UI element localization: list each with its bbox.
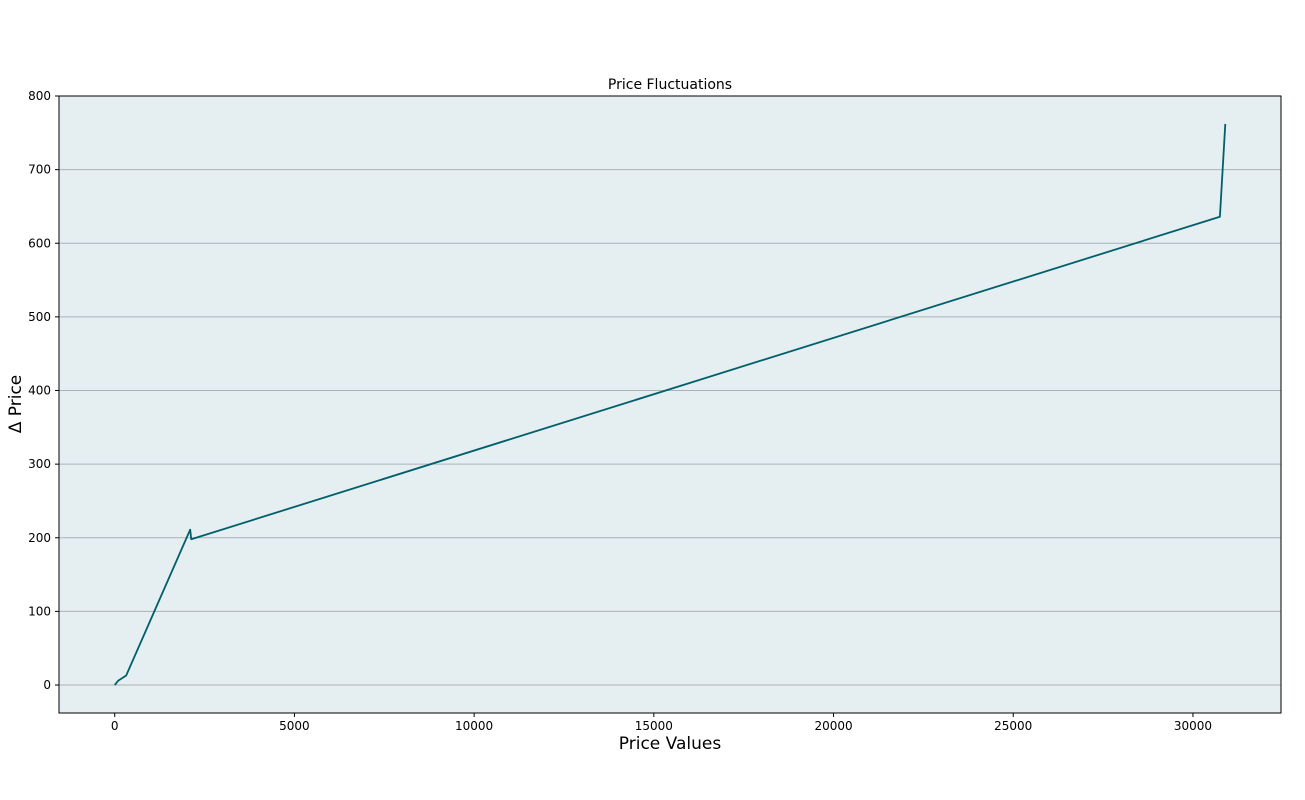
y-tick-label: 200 xyxy=(28,531,51,545)
y-tick-label: 400 xyxy=(28,384,51,398)
plot-frame xyxy=(58,95,1282,714)
x-tick-label: 15000 xyxy=(635,719,673,733)
y-axis-label: Δ Price xyxy=(6,375,26,434)
y-tick-label: 100 xyxy=(28,604,51,618)
y-tick-label: 0 xyxy=(43,678,51,692)
y-tick-label: 700 xyxy=(28,163,51,177)
x-axis-label: Price Values xyxy=(619,734,722,754)
x-tick-label: 0 xyxy=(111,719,119,733)
x-tick-label: 25000 xyxy=(994,719,1032,733)
y-tick-label: 800 xyxy=(28,89,51,103)
x-tick-label: 10000 xyxy=(455,719,493,733)
plot-background xyxy=(59,96,1281,713)
y-tick-label: 500 xyxy=(28,310,51,324)
y-tick-label: 300 xyxy=(28,457,51,471)
x-tick-label: 5000 xyxy=(279,719,310,733)
grid-lines xyxy=(59,169,1281,686)
x-tick-label: 20000 xyxy=(814,719,852,733)
x-tick-label: 30000 xyxy=(1174,719,1212,733)
chart-title: Price Fluctuations xyxy=(608,77,732,93)
x-axis-ticks: 0 5000 10000 15000 20000 25000 30000 xyxy=(111,713,1212,733)
y-axis-ticks: 0 100 200 300 400 500 600 700 800 xyxy=(28,89,59,692)
y-tick-label: 600 xyxy=(28,236,51,250)
series-line xyxy=(114,123,1227,686)
series-group xyxy=(114,123,1227,686)
